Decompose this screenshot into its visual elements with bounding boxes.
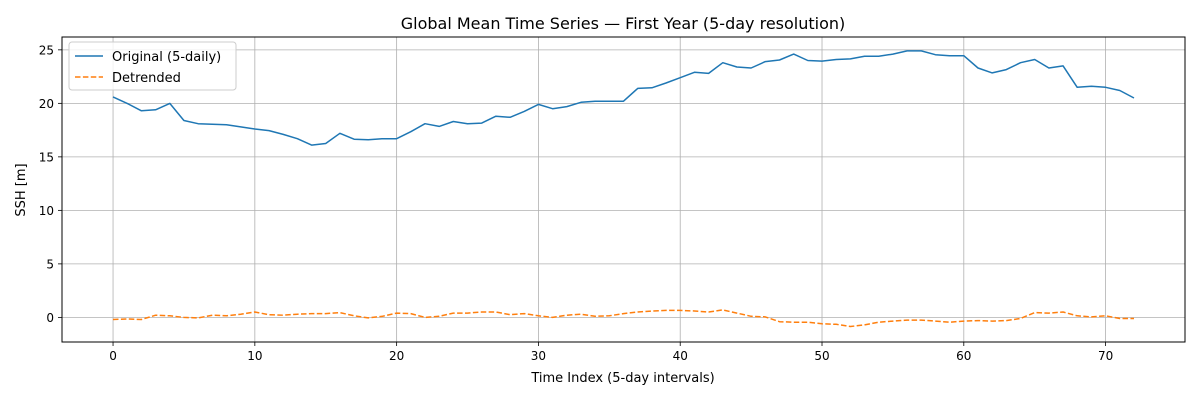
x-tick-label: 40 — [673, 349, 688, 363]
y-tick-label: 20 — [39, 97, 54, 111]
x-axis-label: Time Index (5-day intervals) — [530, 371, 714, 386]
series-line-original — [112, 50, 1135, 146]
x-tick-label: 0 — [109, 349, 117, 363]
x-tick-label: 30 — [531, 349, 546, 363]
plot-frame — [61, 36, 1186, 343]
chart-title: Global Mean Time Series — First Year (5-… — [401, 14, 846, 33]
y-tick-label: 15 — [39, 150, 54, 164]
legend-label-detrended: Detrended — [112, 71, 181, 86]
legend-label-original: Original (5-daily) — [112, 50, 221, 65]
series-lines — [112, 50, 1135, 328]
series-line-detrended — [112, 309, 1134, 328]
x-tick-label: 60 — [956, 349, 971, 363]
x-tick-label: 70 — [1098, 349, 1113, 363]
legend-box — [68, 41, 237, 91]
x-tick-label: 50 — [814, 349, 829, 363]
y-tick-label: 5 — [46, 257, 54, 271]
x-tick-label: 10 — [247, 349, 262, 363]
y-tick-label: 10 — [39, 204, 54, 218]
legend: Original (5-daily) Detrended — [68, 41, 237, 91]
x-tick-label: 20 — [389, 349, 404, 363]
y-axis-label: SSH [m] — [14, 163, 29, 216]
y-tick-label: 0 — [46, 311, 54, 325]
axis-ticks: 0 10 20 30 40 50 60 70 0 5 10 15 20 25 — [39, 43, 1114, 363]
y-tick-label: 25 — [39, 43, 54, 57]
